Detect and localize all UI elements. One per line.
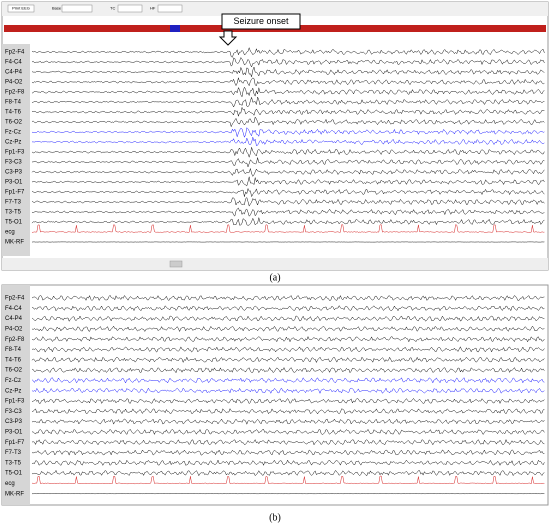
eeg-trace [31,217,545,226]
eeg-trace [31,325,545,333]
toolbar-label: HF [150,6,156,11]
eeg-trace [31,157,545,168]
channel-label: T4-T6 [5,110,22,116]
channel-label: F7-T3 [5,450,22,456]
caption: (b) [269,512,281,523]
eeg-trace [31,408,545,415]
eeg-trace [31,116,545,128]
dropdown[interactable] [61,4,93,13]
channel-label: Fp1-F3 [5,399,25,405]
scrollbar [2,258,548,270]
channel-label: Fp1-F7 [5,190,25,196]
caption: (a) [269,272,280,283]
channel-label: Fp1-F7 [5,440,25,446]
eeg-trace [31,387,545,394]
panel-a-frame [1,1,549,271]
eeg-trace [31,315,545,322]
eeg-trace [31,459,545,467]
dropdown[interactable] [157,4,183,13]
toolbar-label: Base [52,6,62,11]
eeg-trace [32,136,545,147]
channel-label: ecg [5,230,15,236]
eeg-trace [32,469,545,477]
dropdown[interactable] [117,4,143,13]
eeg-trace [31,438,545,446]
eeg-trace [31,449,545,456]
channel-label: MK-RF [5,240,24,246]
eeg-trace [31,418,545,425]
eeg-trace [31,356,545,364]
channel-label: Fp2-F4 [5,296,25,302]
annotation-arrow [218,30,238,46]
eeg-trace [31,76,545,87]
channel-label: T5-O1 [5,471,23,477]
eeg-trace [31,475,545,485]
channel-label: F8-T4 [5,100,22,106]
channel-label: T6-O2 [5,368,23,374]
eeg-trace [32,428,545,436]
channel-label: C4-P4 [5,316,23,322]
channel-label: C3-P3 [5,419,23,425]
eeg-trace [31,398,545,405]
eeg-trace [31,86,545,98]
eeg-trace [31,207,545,217]
channel-label: Fp2-F4 [5,50,25,56]
channel-label: Cz-Pz [5,388,21,394]
channel-label: P4-O2 [5,80,23,86]
channel-label: P4-O2 [5,326,23,332]
eeg-trace [31,167,545,177]
toolbar-label: Print EEG [12,6,30,11]
label-column [2,285,30,505]
eeg-trace [31,346,545,353]
eeg-trace [31,46,545,58]
channel-label: ecg [5,481,15,487]
channel-label: C4-P4 [5,70,23,76]
channel-label: F3-C3 [5,160,22,166]
channel-label: C3-P3 [5,170,23,176]
channel-label: T5-O1 [5,220,23,226]
button[interactable] [7,4,35,13]
channel-label: Cz-Pz [5,140,21,146]
channel-label: F8-T4 [5,347,22,353]
channel-label: F4-C4 [5,306,22,312]
channel-label: F3-C3 [5,409,22,415]
eeg-trace [31,197,545,207]
channel-label: Fz-Cz [5,130,21,136]
eeg-trace [31,377,545,384]
eeg-trace [31,367,545,374]
channel-label: Fp1-F3 [5,150,25,156]
channel-label: T3-T5 [5,460,22,466]
eeg-trace [31,294,545,302]
eeg-trace [31,176,545,187]
annotation-box [221,13,301,30]
channel-label: Fz-Cz [5,378,21,384]
eeg-trace [31,96,545,108]
channel-label: P3-O1 [5,429,23,435]
channel-label: Fp2-F8 [5,90,25,96]
annotation: Seizure onset [233,16,289,26]
eeg-trace [31,147,545,159]
label-column [2,44,30,256]
eeg-trace [31,224,545,233]
eeg-trace [31,335,545,343]
eeg-trace [31,305,545,312]
channel-label: P3-O1 [5,180,23,186]
eeg-trace [31,56,545,68]
channel-label: Fp2-F8 [5,337,25,343]
channel-label: T3-T5 [5,210,22,216]
channel-label: F4-C4 [5,60,22,66]
timeline-marker [170,25,180,32]
scroll-thumb[interactable] [169,260,183,268]
eeg-trace [31,66,545,78]
eeg-trace [31,187,545,198]
channel-label: MK-RF [5,491,24,497]
eeg-trace [31,106,545,118]
channel-label: T4-T6 [5,357,22,363]
channel-label: T6-O2 [5,120,23,126]
eeg-trace [31,127,545,138]
channel-label: F7-T3 [5,200,22,206]
toolbar-label: TC [110,6,115,11]
panel-b-frame [1,284,549,506]
